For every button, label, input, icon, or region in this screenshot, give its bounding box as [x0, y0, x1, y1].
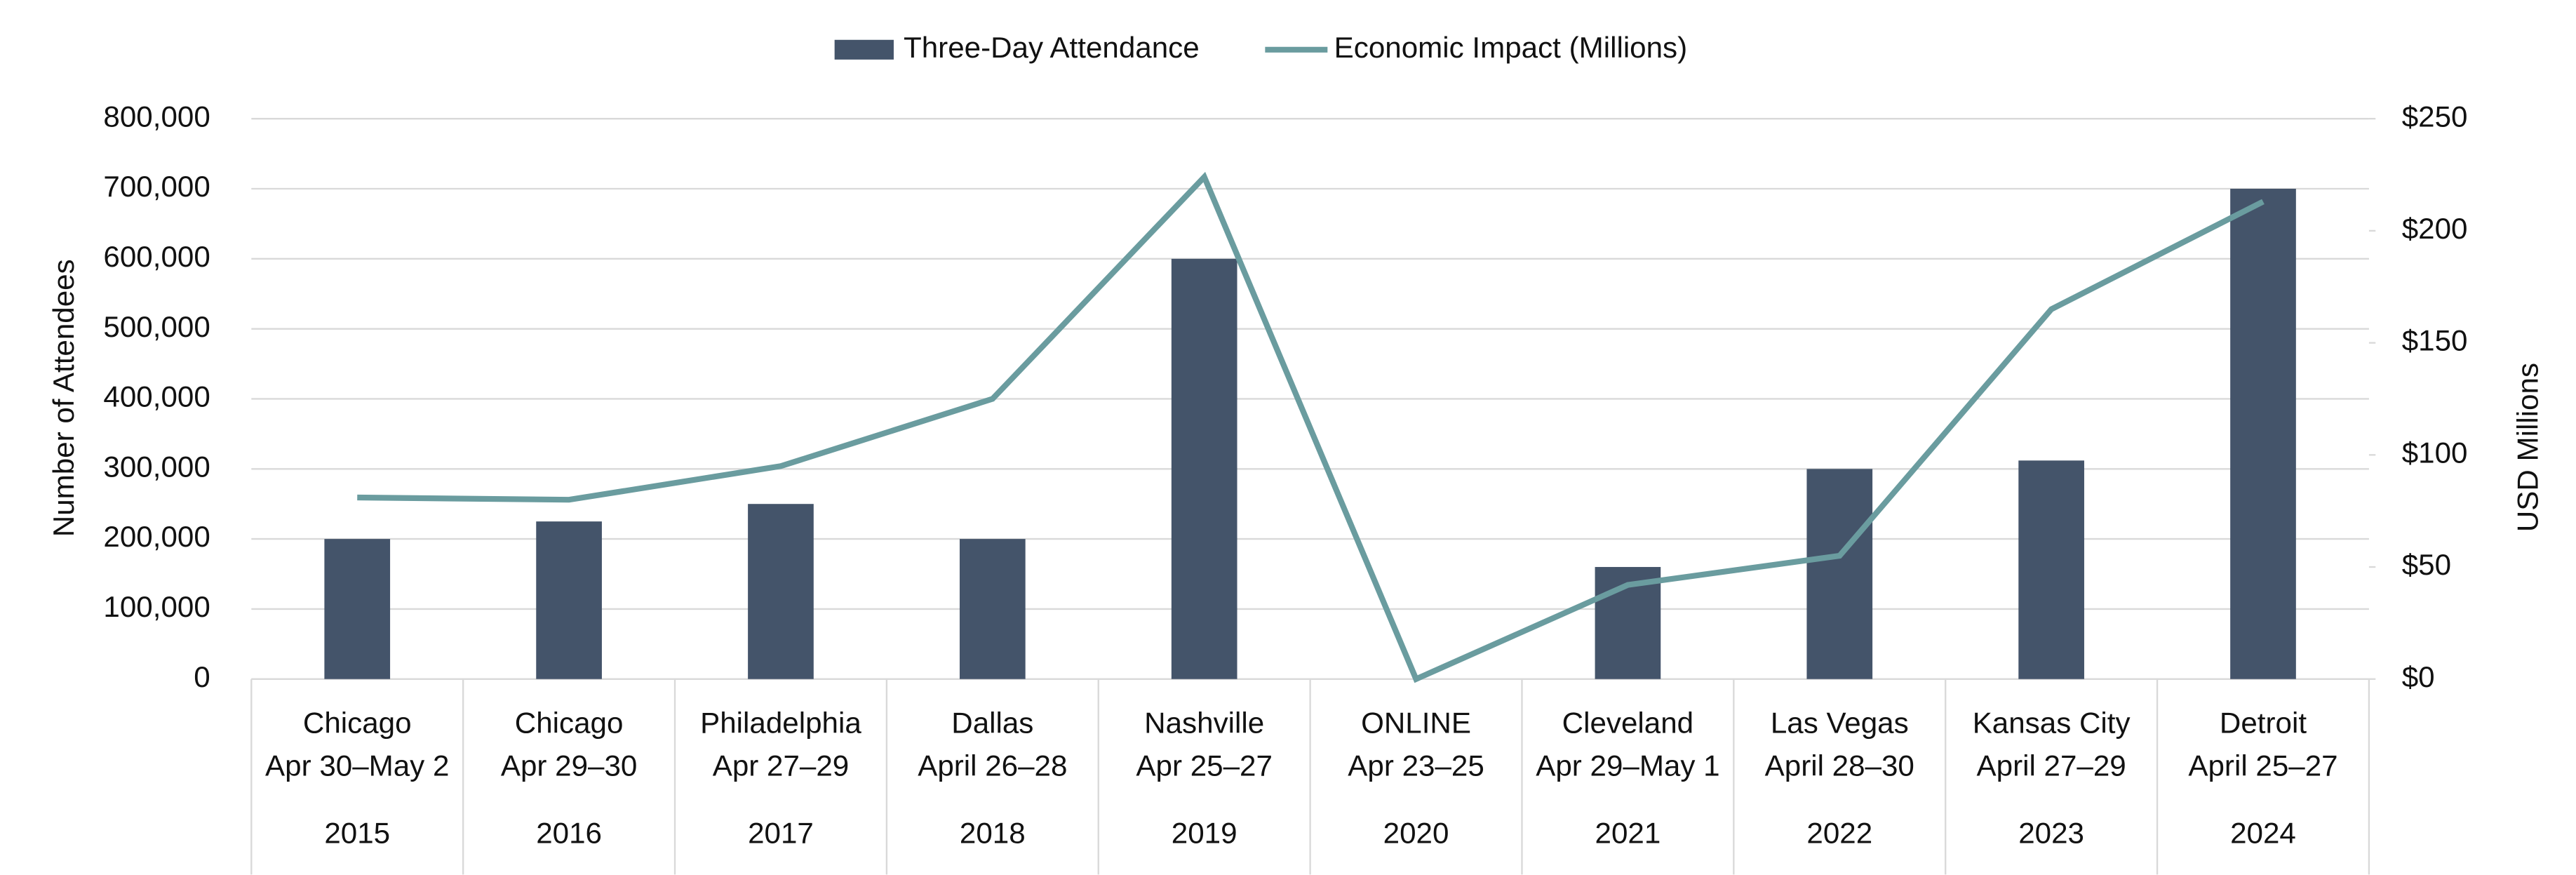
y-tick-label: 100,000 — [103, 590, 210, 623]
category-year: 2016 — [536, 816, 602, 849]
category-year: 2022 — [1806, 816, 1872, 849]
y-tick-label: 300,000 — [103, 450, 210, 483]
y2-tick-label: $50 — [2402, 548, 2451, 581]
category-dates: Apr 29–May 1 — [1536, 749, 1719, 782]
category-dates: Apr 27–29 — [713, 749, 849, 782]
category-year: 2020 — [1383, 816, 1449, 849]
bar — [1806, 469, 1873, 679]
y2-tick-label: $0 — [2402, 660, 2435, 693]
category-location: ONLINE — [1361, 706, 1471, 739]
category-year: 2017 — [748, 816, 814, 849]
category-year: 2023 — [2018, 816, 2084, 849]
category-year: 2019 — [1172, 816, 1237, 849]
bar — [2230, 189, 2296, 679]
y-tick-label: 800,000 — [103, 100, 210, 133]
bar — [1171, 258, 1237, 679]
category-location: Chicago — [515, 706, 624, 739]
y2-tick-label: $150 — [2402, 324, 2468, 357]
category-location: Cleveland — [1562, 706, 1693, 739]
y-tick-label: 400,000 — [103, 380, 210, 413]
bar — [324, 539, 391, 679]
category-dates: Apr 29–30 — [501, 749, 637, 782]
y-tick-label: 600,000 — [103, 240, 210, 273]
y-tick-label: 700,000 — [103, 170, 210, 203]
category-location: Detroit — [2220, 706, 2307, 739]
legend-label: Economic Impact (Millions) — [1334, 31, 1687, 64]
bar — [536, 521, 602, 679]
category-year: 2021 — [1595, 816, 1661, 849]
category-dates: April 27–29 — [1977, 749, 2126, 782]
category-location: Philadelphia — [700, 706, 861, 739]
y-axis-title: Number of Attendees — [47, 259, 80, 537]
legend-swatch — [834, 39, 894, 60]
category-location: Nashville — [1144, 706, 1264, 739]
y2-axis-title: USD Millions — [2511, 363, 2544, 532]
category-year: 2015 — [324, 816, 390, 849]
category-dates: April 26–28 — [918, 749, 1067, 782]
category-dates: Apr 30–May 2 — [265, 749, 449, 782]
category-location: Chicago — [303, 706, 412, 739]
category-year: 2018 — [960, 816, 1026, 849]
category-dates: Apr 25–27 — [1136, 749, 1272, 782]
y-tick-label: 200,000 — [103, 520, 210, 553]
y-tick-label: 500,000 — [103, 310, 210, 343]
category-dates: April 25–27 — [2188, 749, 2337, 782]
y2-tick-label: $100 — [2402, 436, 2468, 469]
category-location: Dallas — [951, 706, 1033, 739]
category-location: Las Vegas — [1771, 706, 1909, 739]
legend-label: Three-Day Attendance — [904, 31, 1200, 64]
y2-tick-label: $200 — [2402, 212, 2468, 245]
category-year: 2024 — [2230, 816, 2296, 849]
bar — [748, 504, 814, 679]
category-dates: April 28–30 — [1765, 749, 1914, 782]
y2-tick-label: $250 — [2402, 100, 2468, 133]
bar — [959, 539, 1026, 679]
category-dates: Apr 23–25 — [1348, 749, 1484, 782]
category-location: Kansas City — [1973, 706, 2131, 739]
y-tick-label: 0 — [194, 660, 210, 693]
bar — [2018, 460, 2084, 679]
line — [357, 171, 2265, 683]
